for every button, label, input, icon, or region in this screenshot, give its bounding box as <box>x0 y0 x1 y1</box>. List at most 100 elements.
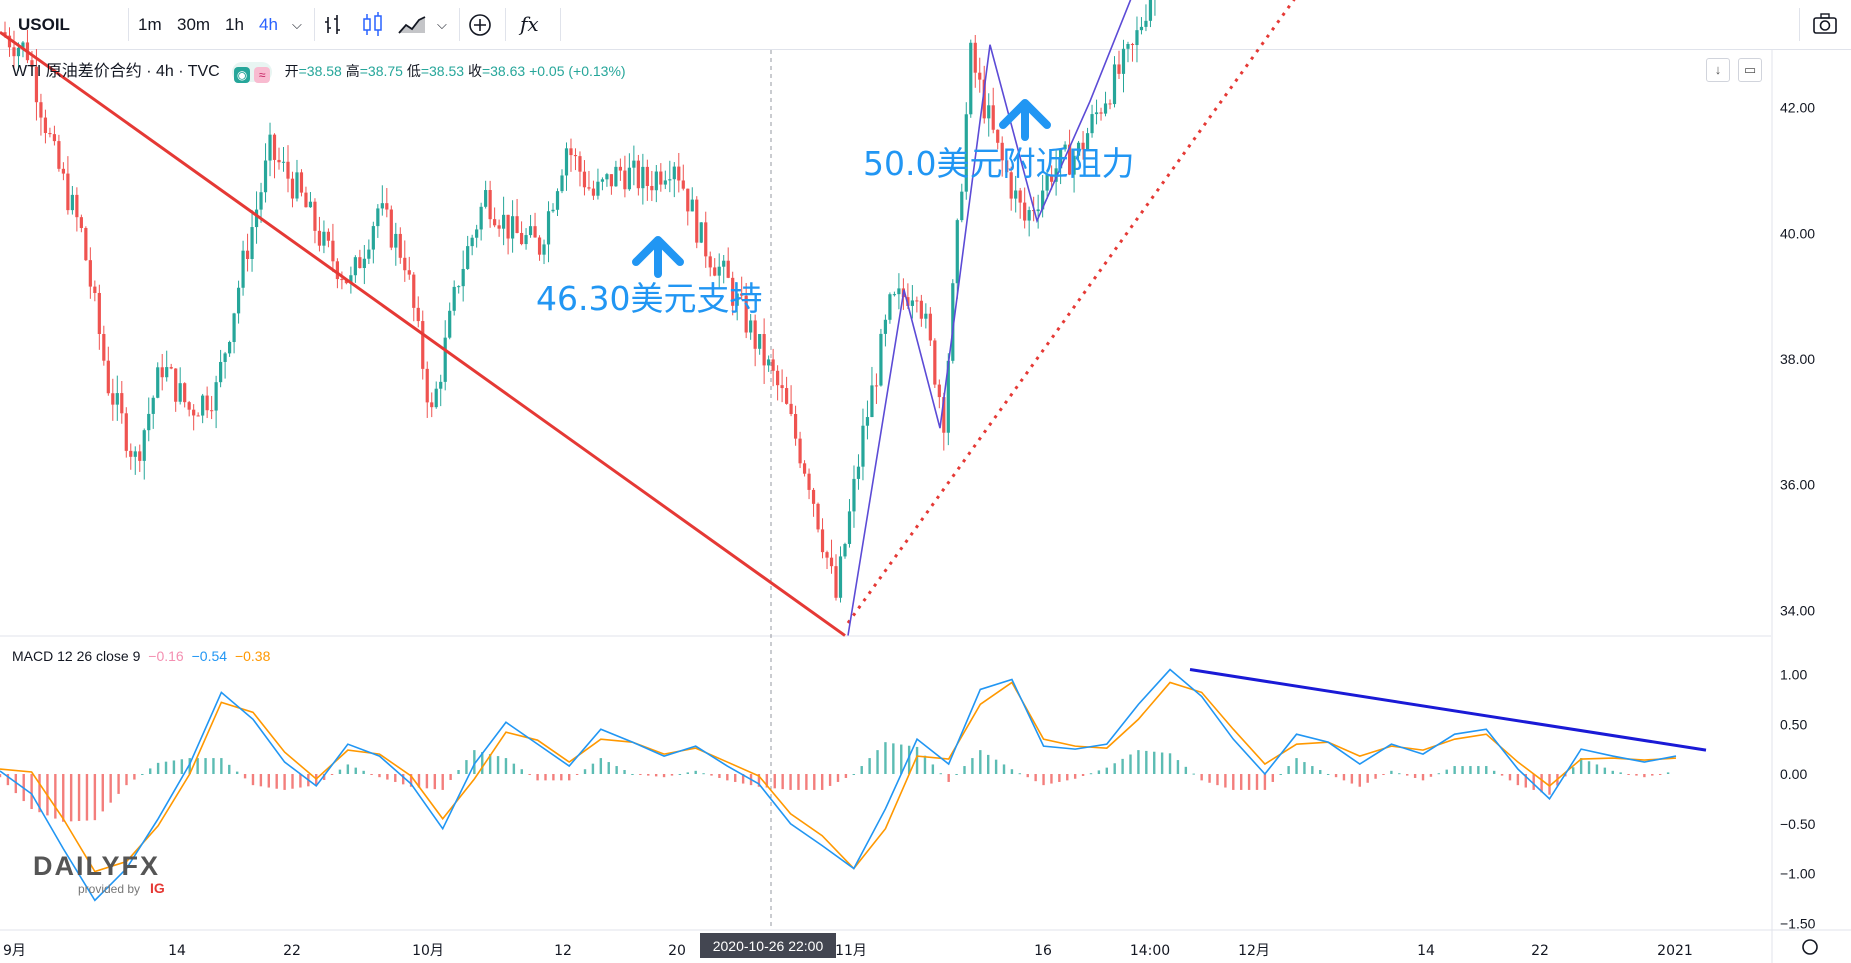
candle-body <box>937 384 941 398</box>
candle-body <box>1085 133 1090 150</box>
histogram-bar <box>987 754 990 774</box>
histogram-bar <box>362 770 365 774</box>
candle-body <box>829 557 834 567</box>
bar-style-icon[interactable] <box>324 0 350 49</box>
indicators-fx-button[interactable]: fx <box>520 12 539 36</box>
histogram-bar <box>394 774 397 782</box>
histogram-bar <box>504 758 508 774</box>
candle-body <box>79 217 83 229</box>
histogram-bar <box>884 742 887 774</box>
histogram-bar <box>1176 760 1180 774</box>
interval-1h-button[interactable]: 1h <box>225 15 244 34</box>
histogram-bar <box>172 760 176 774</box>
histogram-bar <box>291 774 294 789</box>
histogram-bar <box>465 760 468 774</box>
eye-icon[interactable]: ◉ <box>234 66 251 83</box>
area-style-icon[interactable] <box>398 0 428 49</box>
price-tick-label: 38.00 <box>1780 351 1815 367</box>
histogram-bar <box>789 774 792 790</box>
arrow-down-icon[interactable]: ↓ <box>1706 58 1730 82</box>
compare-plus-icon[interactable] <box>467 0 493 49</box>
histogram-bar <box>457 770 460 774</box>
histogram-bar <box>900 744 903 774</box>
symbol-search-button[interactable]: USOIL <box>18 15 70 34</box>
candle-body <box>955 220 959 284</box>
wave-icon[interactable]: ≈ <box>254 66 271 83</box>
histogram-bar <box>370 774 373 775</box>
candle-body <box>883 319 888 334</box>
candle-body <box>290 178 295 199</box>
candle-body <box>892 294 897 296</box>
histogram-bar <box>805 774 808 790</box>
histogram-bar <box>1398 773 1401 775</box>
histogram-bar <box>765 774 769 788</box>
candle-body <box>142 430 146 461</box>
histogram-bar <box>1287 766 1290 774</box>
candle-body <box>326 231 331 241</box>
candle-body <box>704 222 708 257</box>
toolbar-divider <box>1799 8 1800 41</box>
candle-body <box>713 267 717 276</box>
histogram-bar <box>1224 774 1227 788</box>
candle-body <box>398 233 402 258</box>
price-tick-label: 36.00 <box>1780 477 1815 493</box>
candle-body <box>484 190 488 207</box>
toolbar-divider <box>459 8 460 41</box>
candle-style-icon[interactable] <box>362 0 388 49</box>
candle-body <box>591 188 596 196</box>
signal-line <box>0 681 1677 873</box>
interval-1m-button[interactable]: 1m <box>138 15 162 34</box>
candle-body <box>546 211 551 245</box>
histogram-bar <box>781 774 784 790</box>
histogram-bar <box>868 758 871 774</box>
histogram-bar <box>907 745 911 774</box>
candle-body <box>910 300 914 306</box>
resistance-annotation: 50.0美元附近阻力 <box>863 144 1134 183</box>
histogram-bar <box>1492 770 1496 774</box>
interval-dropdown-chevron-icon[interactable]: ⌵ <box>292 17 302 32</box>
histogram-bar <box>330 774 334 775</box>
candle-body <box>30 60 34 67</box>
candle-body <box>726 260 730 278</box>
histogram-bar <box>228 764 231 774</box>
histogram-bar <box>188 758 191 774</box>
histogram-bar <box>1263 774 1267 790</box>
candle-body <box>1139 26 1144 31</box>
histogram-bar <box>1208 774 1211 783</box>
candle-body <box>870 385 874 418</box>
interval-4h-button[interactable]: 4h <box>259 15 278 34</box>
candle-body <box>762 334 766 366</box>
candle-body <box>1103 103 1108 114</box>
candle-body <box>618 166 622 171</box>
camera-icon[interactable] <box>1810 0 1840 49</box>
candles <box>3 0 1156 603</box>
crosshair-time-bg <box>700 933 836 958</box>
histogram-bar <box>520 769 523 774</box>
histogram-bar <box>1477 766 1480 774</box>
chart-type-chevron-icon[interactable]: ⌵ <box>437 17 447 32</box>
candle-body <box>1005 160 1009 173</box>
histogram-bar <box>204 758 207 774</box>
histogram-bar <box>1326 774 1330 775</box>
interval-30m-button[interactable]: 30m <box>177 15 211 34</box>
candle-body <box>232 313 236 342</box>
histogram-bar <box>694 770 697 774</box>
candle-body <box>1041 190 1045 210</box>
candle-body <box>331 240 335 262</box>
visibility-toggle[interactable]: ◉ ≈ <box>232 61 273 83</box>
series-title[interactable]: WTI 原油差价合约 · 4h · TVC <box>12 63 220 80</box>
histogram-bar <box>599 758 603 774</box>
candle-body <box>915 300 919 302</box>
candle-body <box>533 226 537 238</box>
histogram-bar <box>591 763 595 774</box>
candle-body <box>461 268 465 287</box>
candle-body <box>771 359 775 371</box>
histogram-bar <box>1619 772 1622 774</box>
histogram-bar <box>267 774 270 788</box>
histogram-bar <box>481 752 484 774</box>
maximize-pane-icon[interactable]: ▭ <box>1738 58 1762 82</box>
macd-title[interactable]: MACD 12 26 close 9 <box>12 648 141 664</box>
candle-body <box>820 529 825 553</box>
histogram-bar <box>734 774 737 782</box>
